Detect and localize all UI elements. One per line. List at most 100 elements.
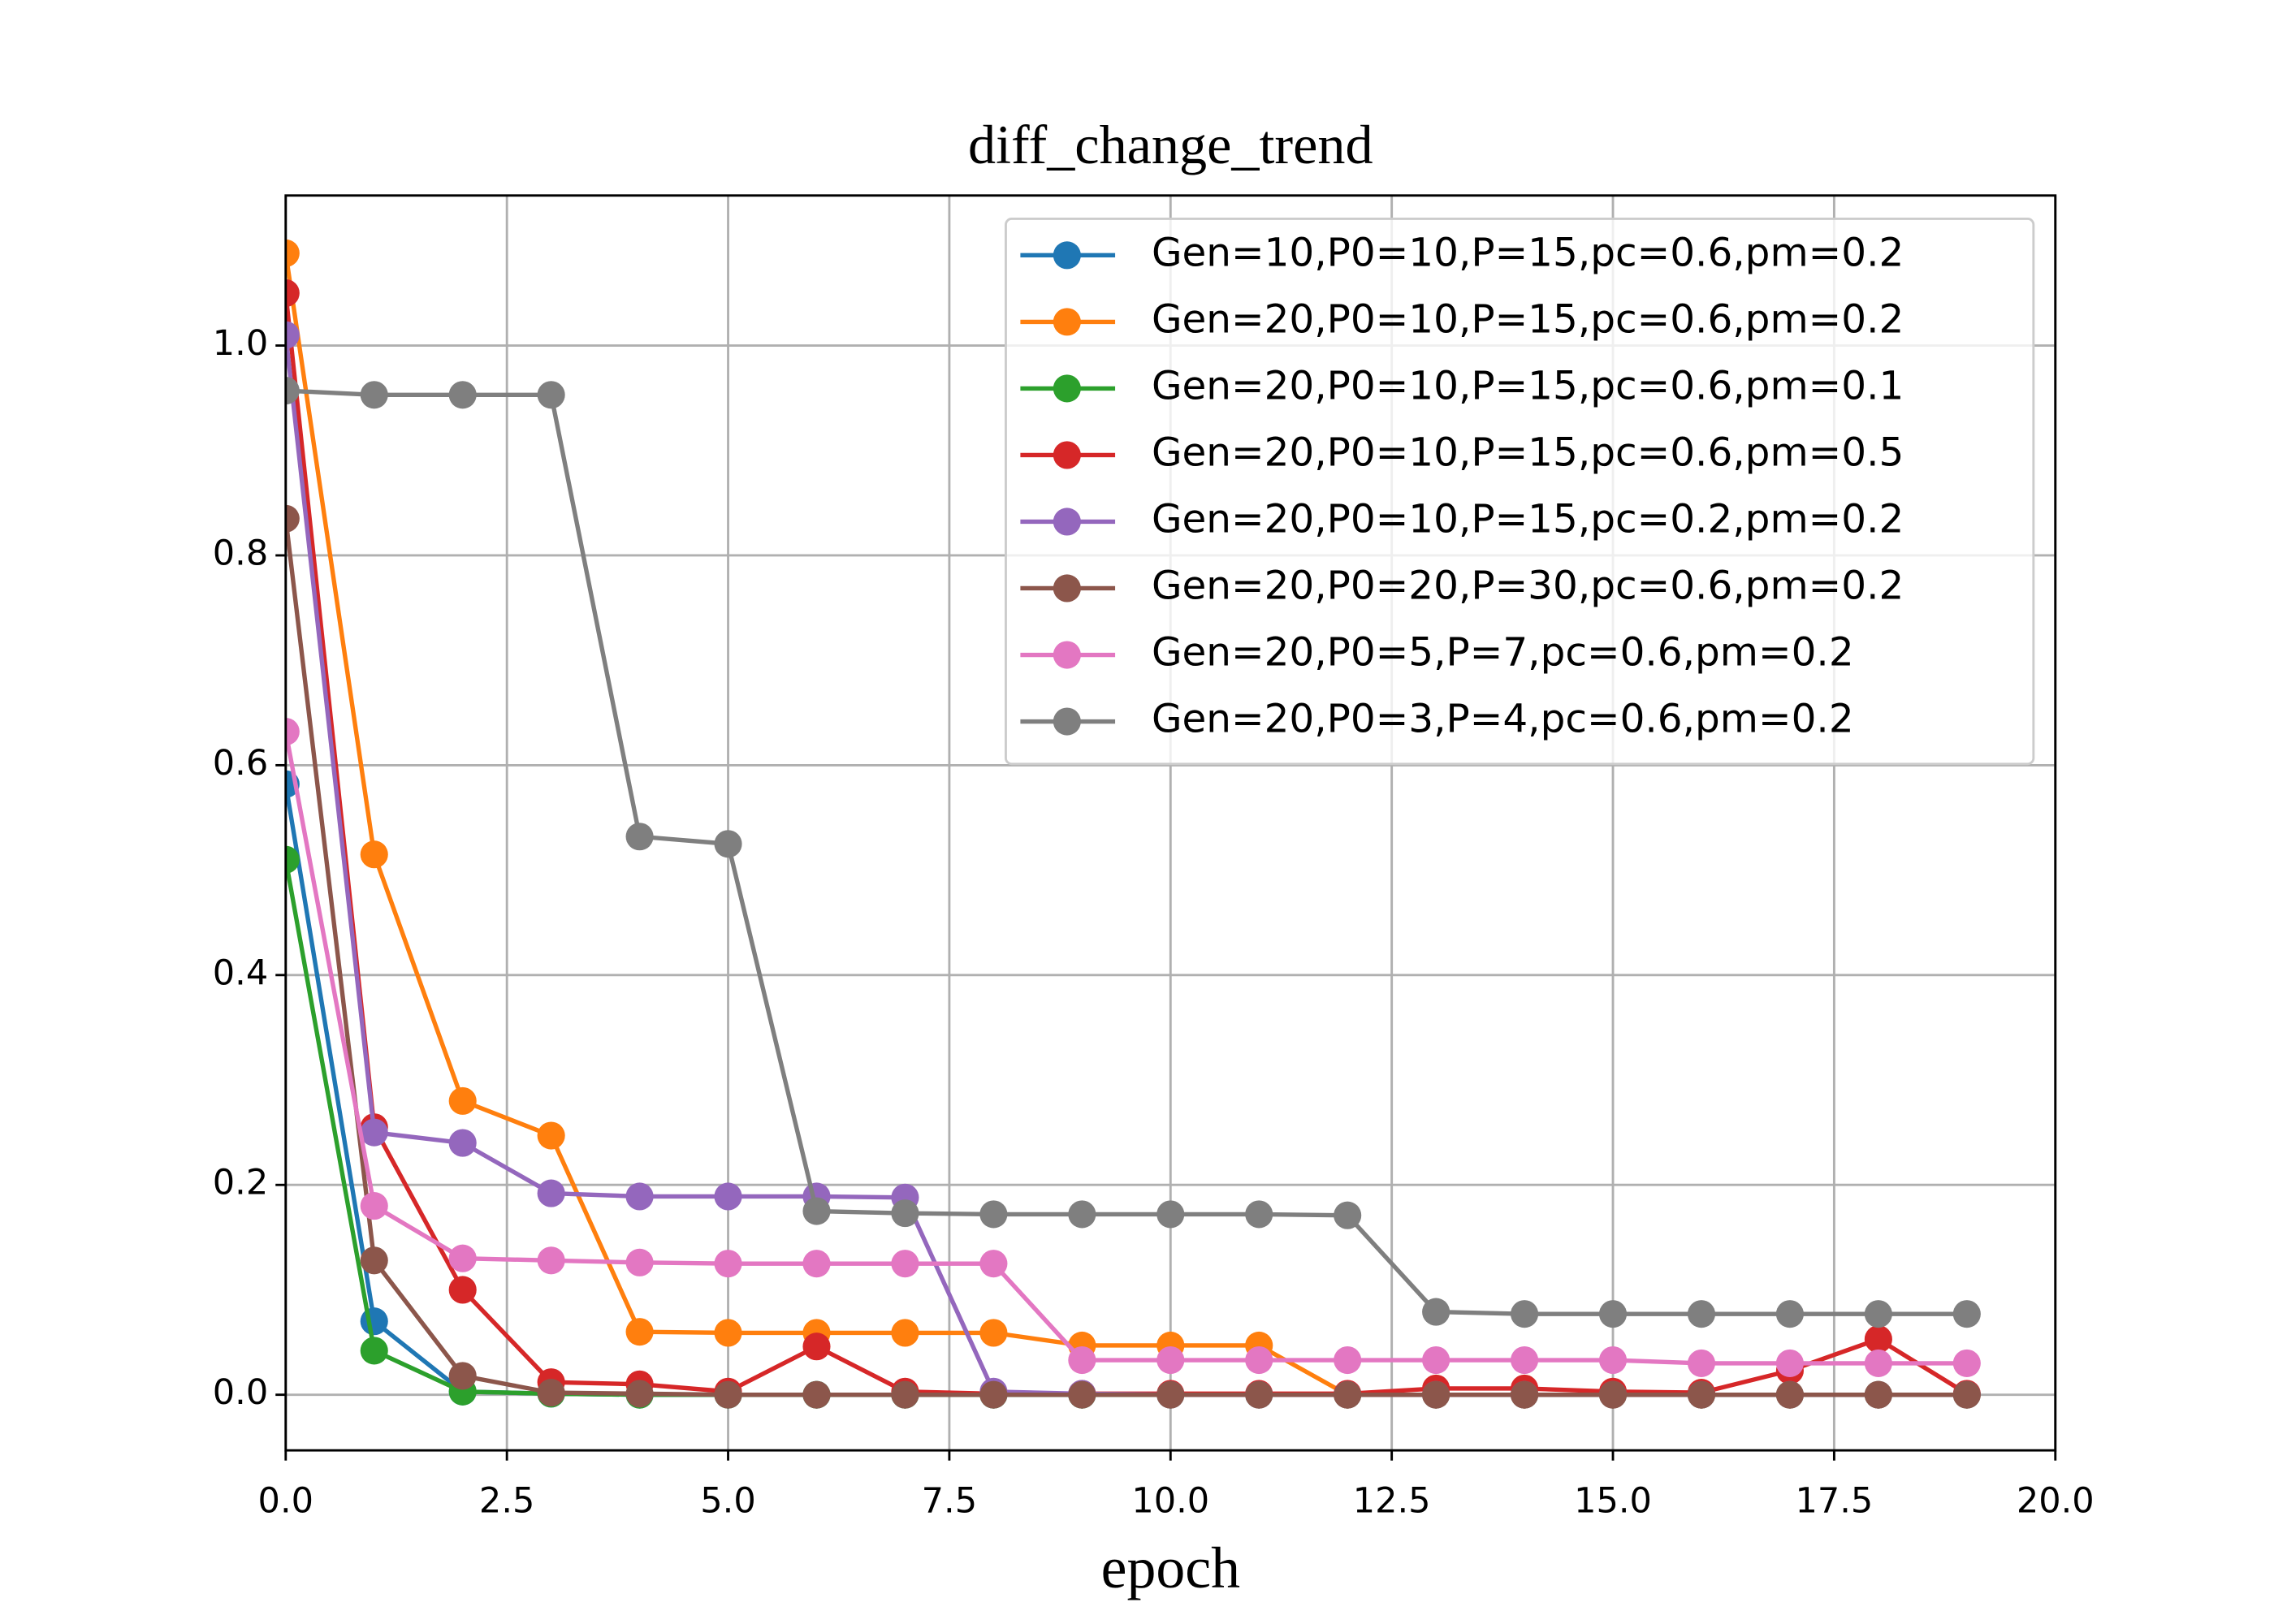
point [979, 1380, 1008, 1409]
series [285, 504, 1981, 1409]
point [285, 504, 300, 533]
y-tick-label: 0.4 [213, 952, 268, 993]
point [802, 1380, 831, 1409]
point [1775, 1300, 1804, 1328]
point [448, 1362, 477, 1390]
legend-label: Gen=20,P0=5,P=7,pc=0.6,pm=0.2 [1152, 630, 1854, 676]
legend-label: Gen=20,P0=10,P=15,pc=0.6,pm=0.5 [1152, 430, 1904, 475]
point [1775, 1380, 1804, 1409]
point [1598, 1345, 1628, 1375]
point [285, 279, 300, 307]
point [360, 840, 388, 869]
point [448, 1086, 477, 1115]
point [537, 1379, 565, 1407]
point [448, 1129, 477, 1157]
legend-box [1005, 218, 2035, 766]
point [714, 1380, 742, 1409]
y-tick-label: 0.8 [213, 533, 268, 573]
x-axis-label: epoch [1101, 1535, 1240, 1600]
point [285, 239, 300, 267]
point [1334, 1380, 1362, 1409]
point [891, 1199, 919, 1228]
legend-marker [1053, 707, 1081, 736]
legend-marker [1053, 308, 1081, 336]
x-tick-label: 12.5 [1353, 1480, 1431, 1521]
point [1687, 1380, 1716, 1409]
y-tick-label: 0.2 [213, 1163, 268, 1203]
point [1422, 1298, 1450, 1326]
point [285, 845, 300, 874]
x-tick-label: 5.0 [700, 1480, 755, 1521]
point [537, 381, 565, 409]
point [891, 1380, 919, 1409]
point [1775, 1349, 1804, 1377]
point [714, 1182, 742, 1211]
point [1952, 1349, 1981, 1377]
point [1864, 1300, 1892, 1328]
point [1598, 1380, 1628, 1409]
point [1511, 1345, 1539, 1375]
point [537, 1179, 565, 1207]
legend-marker [1053, 641, 1081, 669]
series [285, 718, 1981, 1377]
point [360, 1246, 388, 1275]
point [285, 321, 300, 349]
x-tick-label: 17.5 [1795, 1480, 1873, 1521]
point [1156, 1380, 1185, 1409]
point [1245, 1345, 1273, 1375]
point [537, 1121, 565, 1150]
x-tick-label: 15.0 [1574, 1480, 1652, 1521]
x-tick-label: 2.5 [479, 1480, 534, 1521]
legend-marker [1053, 441, 1081, 469]
point [625, 1182, 654, 1211]
point [537, 1246, 565, 1275]
point [714, 830, 742, 858]
point [1068, 1345, 1096, 1375]
point [979, 1319, 1008, 1347]
point [1952, 1380, 1981, 1409]
point [1598, 1300, 1628, 1328]
line [285, 731, 1967, 1366]
legend-label: Gen=20,P0=10,P=15,pc=0.6,pm=0.1 [1152, 363, 1904, 408]
point [714, 1319, 742, 1347]
y-tick-label: 0.0 [213, 1372, 268, 1413]
legend-label: Gen=20,P0=10,P=15,pc=0.2,pm=0.2 [1152, 496, 1904, 542]
point [1864, 1325, 1892, 1354]
series [285, 377, 1981, 1328]
point [1156, 1200, 1185, 1229]
legend-marker [1053, 374, 1081, 403]
legend-label: Gen=20,P0=3,P=4,pc=0.6,pm=0.2 [1152, 697, 1854, 742]
point [625, 1248, 654, 1276]
point [1422, 1345, 1450, 1375]
point [448, 1244, 477, 1272]
point [1511, 1380, 1539, 1409]
point [1068, 1380, 1096, 1409]
x-tick-label: 10.0 [1131, 1480, 1209, 1521]
point [360, 1192, 388, 1220]
point [1952, 1300, 1981, 1328]
y-tick-label: 0.6 [213, 743, 268, 784]
legend-label: Gen=20,P0=10,P=15,pc=0.6,pm=0.2 [1152, 296, 1904, 342]
point [891, 1250, 919, 1278]
point [1334, 1201, 1362, 1229]
point [360, 381, 388, 409]
point [1864, 1349, 1892, 1377]
point [448, 381, 477, 409]
x-tick-label: 7.5 [922, 1480, 977, 1521]
point [802, 1250, 831, 1278]
point [360, 1118, 388, 1147]
point [285, 377, 300, 405]
point [802, 1197, 831, 1225]
point [1156, 1345, 1185, 1375]
series [285, 770, 1096, 1409]
point [1245, 1380, 1273, 1409]
legend-marker [1053, 574, 1081, 603]
plot [285, 239, 1981, 1409]
x-tick-label: 20.0 [2017, 1480, 2095, 1521]
point [1068, 1200, 1096, 1229]
legend-label: Gen=20,P0=20,P=30,pc=0.6,pm=0.2 [1152, 563, 1904, 608]
point [285, 718, 300, 746]
point [1687, 1349, 1716, 1377]
point [1687, 1300, 1716, 1328]
